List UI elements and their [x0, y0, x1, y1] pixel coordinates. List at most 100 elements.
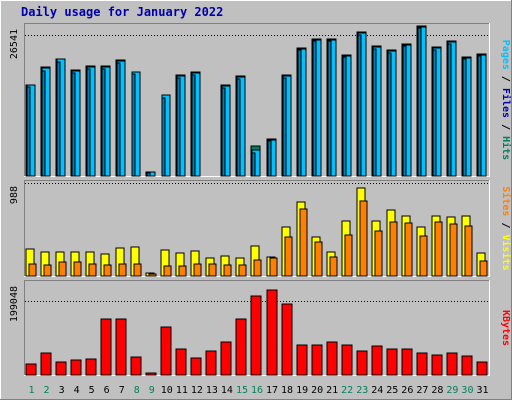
x-tick-label: 3	[59, 385, 65, 396]
x-tick-label: 12	[191, 385, 203, 396]
ymax-label: 988	[9, 186, 20, 204]
panel-kbytes: 199048 KBytes	[9, 280, 511, 376]
bar-kbytes	[296, 344, 308, 376]
x-tick-label: 19	[296, 385, 308, 396]
bar-pages	[297, 49, 302, 177]
x-tick-label: 2	[44, 385, 50, 396]
bar-pages	[191, 74, 196, 177]
legend-entry: /	[500, 70, 511, 88]
bar-kbytes	[160, 326, 172, 376]
bar-sites	[374, 230, 383, 277]
bar-kbytes	[85, 358, 97, 376]
bar-pages	[447, 43, 452, 177]
bar-sites	[208, 263, 217, 277]
bar-pages	[432, 49, 437, 177]
bar-pages	[282, 77, 287, 177]
x-tick-label: 15	[236, 385, 248, 396]
bar-pages	[251, 152, 256, 177]
bar-kbytes	[386, 348, 398, 376]
bar-kbytes	[145, 372, 157, 376]
bar-kbytes	[175, 348, 187, 376]
legend-entry: Sites	[500, 186, 512, 216]
bar-sites	[314, 241, 323, 277]
legend-entry: /	[500, 216, 511, 234]
bar-sites	[193, 263, 202, 277]
x-tick-label: 30	[461, 385, 473, 396]
x-tick-label: 22	[341, 385, 353, 396]
bar-pages	[221, 87, 226, 177]
bar-pages	[462, 58, 467, 177]
x-tick-label: 26	[401, 385, 413, 396]
bar-pages	[176, 77, 181, 177]
ymax-label: 199048	[9, 286, 20, 322]
bar-pages	[402, 45, 407, 177]
x-tick-label: 25	[386, 385, 398, 396]
bar-sites	[449, 223, 458, 277]
bar-sites	[43, 264, 52, 277]
bar-kbytes	[235, 318, 247, 376]
bar-sites	[178, 265, 187, 277]
panel-hits-files-pages: 26541 Pages / Files / Hits	[9, 23, 512, 177]
bar-sites	[148, 273, 157, 277]
bar-sites	[269, 257, 278, 277]
bar-sites	[118, 263, 127, 277]
bar-pages	[116, 62, 121, 177]
bar-sites	[58, 261, 67, 277]
x-tick-label: 10	[161, 385, 173, 396]
bar-pages	[131, 73, 136, 177]
bar-kbytes	[341, 344, 353, 376]
bar-sites	[88, 263, 97, 277]
bar-kbytes	[130, 356, 142, 376]
bar-sites	[389, 221, 398, 277]
legend: KBytes	[500, 310, 511, 346]
legend-entry: Hits	[500, 136, 512, 160]
bar-kbytes	[220, 341, 232, 376]
bar-kbytes	[311, 344, 323, 376]
bar-kbytes	[40, 352, 52, 376]
bar-sites	[103, 264, 112, 277]
bar-kbytes	[461, 355, 473, 376]
x-tick-label: 24	[371, 385, 383, 396]
x-tick-label: 11	[176, 385, 188, 396]
legend-entry: KBytes	[500, 310, 511, 346]
x-tick-label: 23	[356, 385, 368, 396]
bar-kbytes	[326, 341, 338, 376]
bar-pages	[342, 56, 347, 177]
bar-pages	[146, 172, 151, 177]
bar-kbytes	[371, 345, 383, 376]
bar-kbytes	[356, 350, 368, 376]
bar-sites	[329, 256, 338, 277]
bar-pages	[312, 40, 317, 177]
legend-entry: Visits	[500, 235, 512, 271]
x-tick-label: 6	[104, 385, 110, 396]
x-tick-label: 18	[281, 385, 293, 396]
bar-kbytes	[115, 318, 127, 376]
bar-sites	[238, 264, 247, 277]
bar-kbytes	[205, 350, 217, 376]
x-tick-label: 14	[221, 385, 233, 396]
bar-kbytes	[416, 352, 428, 376]
x-tick-label: 8	[134, 385, 140, 396]
bar-sites	[419, 235, 428, 277]
x-tick-label: 16	[251, 385, 263, 396]
x-tick-label: 5	[89, 385, 95, 396]
bar-kbytes	[250, 295, 262, 376]
bar-sites	[223, 264, 232, 277]
bar-pages	[101, 68, 106, 177]
bar-sites	[404, 222, 413, 277]
bar-pages	[327, 40, 332, 177]
x-tick-label: 1	[29, 385, 35, 396]
bar-sites	[163, 265, 172, 277]
x-tick-label: 4	[74, 385, 80, 396]
bar-pages	[71, 72, 76, 177]
bar-sites	[73, 261, 82, 277]
bar-kbytes	[476, 361, 488, 376]
legend-entry: Pages	[500, 40, 511, 70]
bar-sites	[359, 200, 368, 277]
x-tick-label: 20	[311, 385, 323, 396]
bar-sites	[253, 259, 262, 277]
x-tick-label: 7	[119, 385, 125, 396]
chart-title: Daily usage for January 2022	[21, 5, 223, 19]
bar-kbytes	[190, 357, 202, 376]
